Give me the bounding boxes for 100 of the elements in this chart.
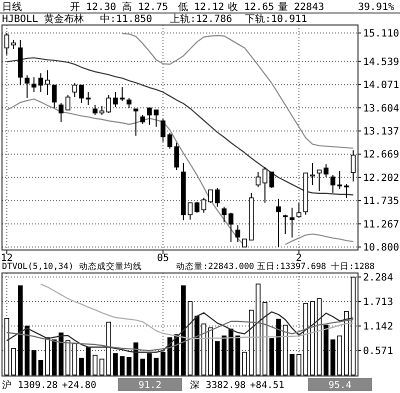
bar bbox=[154, 358, 159, 376]
bar bbox=[120, 356, 125, 376]
candlestick bbox=[188, 202, 193, 220]
text: +24.80 bbox=[62, 380, 97, 391]
candlestick bbox=[32, 76, 36, 93]
candlestick bbox=[58, 102, 64, 122]
candlestick bbox=[330, 174, 336, 194]
bar bbox=[344, 311, 349, 376]
candlestick bbox=[344, 183, 349, 198]
candlestick bbox=[222, 206, 227, 223]
y-tick-label: 13.604 bbox=[363, 103, 400, 114]
text: 动态量:22843.000 bbox=[176, 261, 254, 272]
candlestick bbox=[290, 207, 294, 238]
chart-title: HJBOLL 黄金布林 bbox=[2, 13, 84, 25]
bar bbox=[45, 337, 50, 376]
candlestick bbox=[296, 202, 302, 218]
bar bbox=[296, 354, 302, 376]
candlestick bbox=[106, 94, 112, 114]
bar bbox=[92, 354, 98, 376]
bar bbox=[188, 301, 193, 376]
bar bbox=[222, 336, 227, 376]
candlestick bbox=[262, 166, 268, 204]
bar bbox=[242, 352, 247, 376]
text: 十日:1288 bbox=[331, 261, 375, 272]
candlestick bbox=[201, 197, 206, 214]
candlestick bbox=[147, 107, 152, 126]
candlestick bbox=[72, 82, 78, 98]
bar bbox=[180, 285, 186, 376]
candlestick bbox=[113, 92, 118, 108]
bar bbox=[66, 340, 70, 376]
text: 收 12.65 bbox=[228, 2, 274, 13]
candlestick bbox=[269, 172, 274, 188]
candlestick bbox=[310, 162, 315, 186]
text: 低 12.12 bbox=[178, 2, 224, 13]
text: +84.51 bbox=[250, 380, 285, 391]
candlestick bbox=[256, 172, 261, 188]
candlestick bbox=[120, 86, 125, 102]
bar bbox=[24, 326, 30, 376]
candlestick bbox=[276, 198, 281, 248]
bar bbox=[160, 352, 166, 376]
bar bbox=[269, 338, 274, 376]
chart-title: DTVOL(5,10,34) 动态成交量均线 bbox=[2, 261, 142, 272]
y-tick-label: 14.539 bbox=[363, 56, 400, 68]
line-series bbox=[6, 57, 354, 196]
candlestick bbox=[235, 224, 240, 243]
candlestick bbox=[350, 150, 356, 182]
text: 95.4 bbox=[328, 380, 352, 391]
x-tick-label: 05 bbox=[156, 253, 170, 264]
candlestick bbox=[324, 164, 328, 178]
candlestick bbox=[126, 98, 132, 108]
bar bbox=[11, 348, 16, 376]
candlestick bbox=[228, 212, 234, 243]
text: 上轨:12.786 bbox=[170, 13, 232, 25]
candlestick bbox=[45, 70, 50, 96]
candlestick bbox=[52, 84, 57, 108]
text: 量 22843 bbox=[278, 2, 324, 13]
bar bbox=[147, 353, 152, 376]
candlestick bbox=[208, 189, 213, 204]
bar bbox=[256, 284, 261, 376]
bar bbox=[52, 339, 57, 376]
y-tick-label: 1.713 bbox=[363, 297, 394, 308]
bar bbox=[208, 327, 213, 376]
line-series bbox=[122, 32, 354, 149]
text: 高 12.75 bbox=[122, 1, 168, 13]
bar bbox=[79, 358, 84, 376]
candlestick bbox=[86, 92, 91, 106]
bar bbox=[99, 358, 104, 376]
bar bbox=[126, 357, 132, 376]
y-tick-label: 11.267 bbox=[363, 219, 400, 230]
bar bbox=[32, 350, 36, 376]
bar bbox=[290, 354, 294, 376]
bar bbox=[310, 301, 315, 376]
x-tick-label: 12 bbox=[0, 253, 13, 264]
x-tick-label: 2 bbox=[296, 253, 302, 264]
y-tick-label: 15.110 bbox=[363, 28, 400, 40]
bar bbox=[201, 324, 206, 376]
candlestick bbox=[133, 108, 138, 136]
bar bbox=[235, 336, 240, 376]
candlestick bbox=[316, 170, 322, 192]
bar bbox=[282, 324, 288, 376]
bar bbox=[140, 358, 146, 376]
bar bbox=[4, 318, 10, 376]
text: 深 3382.98 bbox=[190, 379, 246, 391]
bar bbox=[72, 343, 78, 376]
candlestick bbox=[214, 187, 220, 208]
candlestick bbox=[194, 201, 200, 214]
text: 39.91% bbox=[358, 2, 394, 13]
y-tick-label: 12.669 bbox=[363, 150, 400, 161]
bar bbox=[276, 318, 281, 376]
bar bbox=[58, 332, 64, 376]
y-tick-label: 14.071 bbox=[363, 80, 400, 92]
bar bbox=[86, 347, 91, 376]
candlestick bbox=[4, 32, 10, 56]
y-tick-label: 13.137 bbox=[363, 126, 400, 138]
candlestick bbox=[154, 109, 159, 128]
candlestick bbox=[337, 170, 342, 190]
text: 下轨:10.911 bbox=[245, 13, 308, 25]
candlestick bbox=[174, 142, 180, 171]
bar bbox=[38, 360, 44, 376]
candlestick bbox=[92, 104, 98, 116]
